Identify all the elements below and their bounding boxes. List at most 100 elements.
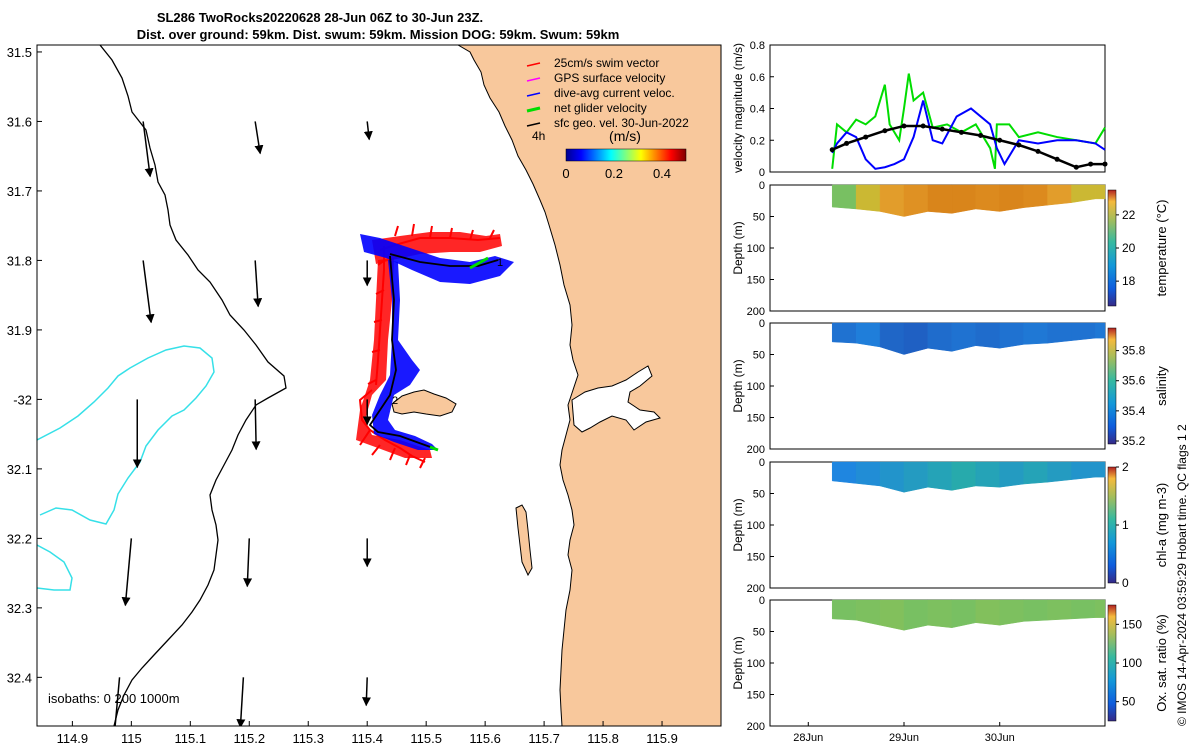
track-line bbox=[368, 253, 499, 450]
map-ytick-label: 31.7 bbox=[7, 184, 32, 199]
map-xtick-label: 115.2 bbox=[233, 731, 265, 746]
geo-vectors bbox=[114, 121, 373, 726]
heatmap-colorbar-tick-label: 18 bbox=[1122, 274, 1136, 288]
heatmap-ytick-label: 200 bbox=[747, 583, 765, 595]
heatmap-colorbar-tick-label: 35.4 bbox=[1122, 404, 1146, 418]
heatmap-cell bbox=[951, 599, 977, 629]
heatmap-ytick-label: 200 bbox=[747, 721, 765, 733]
map-panel: 1 2 114.9 115 115.1 115.2 115.3 115.4 115.5 115… bbox=[7, 44, 722, 746]
heatmap-cell bbox=[999, 461, 1024, 488]
colorbar-ticks: 0 0.2 0.4 bbox=[562, 166, 671, 181]
velocity-series-line bbox=[831, 124, 1105, 169]
colorbar-tick-label: 0 bbox=[562, 166, 569, 181]
heatmap-cell bbox=[903, 461, 929, 493]
heatmap-colorbar-tick-label: 35.8 bbox=[1122, 344, 1146, 358]
map-y-axis: 31.5 31.6 31.7 31.8 31.9 -32 32.1 32.2 32.3 32.4 bbox=[7, 45, 42, 685]
time-tick-label: 28Jun bbox=[793, 732, 823, 744]
heatmap-colorbar bbox=[1107, 466, 1117, 584]
geo-vector bbox=[254, 121, 264, 155]
map-xtick-label: 115.4 bbox=[351, 731, 383, 746]
legend-label: dive-avg current veloc. bbox=[554, 86, 675, 100]
legend-swatch bbox=[526, 77, 541, 82]
map-ytick-label: 32.1 bbox=[7, 462, 32, 477]
dac-band-2 bbox=[372, 260, 438, 450]
geo-vector bbox=[142, 121, 154, 178]
swan-river bbox=[571, 365, 661, 433]
legend-swatch bbox=[526, 106, 541, 113]
heatmap-colorbar-tick-label: 150 bbox=[1122, 617, 1142, 631]
heatmap-panel: 0 50 100 150 200 Depth (m) 35.2 35.4 35.6 35.8 sal… bbox=[731, 318, 1169, 456]
velocity-point bbox=[863, 134, 869, 140]
legend-swatch bbox=[526, 92, 541, 97]
isobath-200m bbox=[99, 45, 287, 726]
map-ytick-label: 32.3 bbox=[7, 601, 32, 616]
heatmap-ytick-label: 100 bbox=[747, 381, 765, 393]
heatmap-colorbar-tick-label: 0 bbox=[1122, 576, 1129, 590]
heatmap-ytick-label: 0 bbox=[759, 180, 765, 192]
garden-island bbox=[515, 504, 533, 577]
heatmap-cell bbox=[1023, 322, 1048, 345]
isobaths-label: isobaths: 0 200 1000m bbox=[48, 691, 180, 706]
map-xtick-label: 115.5 bbox=[410, 731, 442, 746]
velocity-point bbox=[1016, 142, 1022, 148]
map-x-axis: 114.9 115 115.1 115.2 115.3 115.4 115.5 115.6 11… bbox=[57, 721, 678, 746]
time-tick-label: 29Jun bbox=[889, 732, 919, 744]
geo-vector bbox=[251, 399, 261, 451]
heatmap-ytick-label: 200 bbox=[747, 444, 765, 456]
heatmap-cell bbox=[903, 599, 929, 631]
heatmap-colorbar-tick-label: 1 bbox=[1122, 518, 1129, 532]
velocity-series-line bbox=[831, 100, 1106, 170]
map-xtick-label: 115.6 bbox=[469, 731, 501, 746]
heatmap-cell bbox=[903, 184, 929, 217]
heatmap-colorbar bbox=[1107, 327, 1117, 445]
map-xtick-label: 115.3 bbox=[292, 731, 324, 746]
velocity-point bbox=[1102, 161, 1108, 167]
heatmap-ylabel: Depth (m) bbox=[731, 359, 745, 412]
geo-vector bbox=[361, 677, 371, 707]
geo-vector bbox=[243, 538, 253, 588]
heatmap-ytick-label: 200 bbox=[747, 306, 765, 318]
rottnest-island bbox=[391, 389, 457, 417]
heatmap-panel: 0 50 100 150 200 Depth (m) 50 100 150 Ox. sat. ra… bbox=[731, 595, 1169, 733]
legend-label: GPS surface velocity bbox=[554, 71, 665, 85]
velocity-point bbox=[920, 123, 926, 129]
land bbox=[457, 45, 721, 726]
heatmap-ytick-label: 50 bbox=[753, 350, 765, 362]
heatmap-ytick-label: 150 bbox=[747, 275, 765, 287]
geo-vector bbox=[121, 538, 133, 607]
velocity-point bbox=[997, 137, 1003, 143]
legend-swatch bbox=[526, 62, 541, 67]
heatmap-colorbar-tick-label: 2 bbox=[1122, 460, 1129, 474]
heatmap-cell bbox=[831, 461, 857, 484]
velocity-point bbox=[901, 123, 907, 129]
heatmap-ytick-label: 150 bbox=[747, 552, 765, 564]
geo-vector bbox=[236, 677, 246, 726]
heatmap-ytick-label: 150 bbox=[747, 690, 765, 702]
heatmap-colorbar-label: temperature (°C) bbox=[1154, 200, 1169, 297]
map-xtick-label: 115.1 bbox=[175, 731, 207, 746]
heatmap-cell bbox=[927, 322, 953, 352]
map-ytick-label: 31.6 bbox=[7, 114, 32, 129]
velocity-ytick-label: 0.2 bbox=[750, 135, 765, 147]
heatmap-cell bbox=[999, 322, 1024, 349]
heatmap-cell bbox=[831, 599, 857, 621]
heatmap-cell bbox=[1023, 599, 1048, 622]
map-xtick-label: 115.8 bbox=[587, 731, 619, 746]
map-xtick-label: 114.9 bbox=[57, 731, 89, 746]
velocity-ylabel: velocity magnitude (m/s) bbox=[731, 43, 745, 173]
heatmap-cell bbox=[927, 461, 953, 491]
heatmap-cell bbox=[831, 184, 857, 210]
map-ytick-label: -32 bbox=[13, 392, 32, 407]
heatmap-ytick-label: 150 bbox=[747, 413, 765, 425]
net-velocity-2 bbox=[429, 445, 439, 452]
dac-band bbox=[360, 234, 514, 284]
heatmap-cell bbox=[1095, 184, 1106, 200]
heatmap-cell bbox=[1023, 184, 1048, 208]
geo-vector bbox=[253, 260, 263, 308]
heatmap-ytick-label: 100 bbox=[747, 243, 765, 255]
heatmap-cell bbox=[855, 322, 881, 348]
time-axis: 28Jun 29Jun 30Jun bbox=[793, 722, 1015, 744]
heatmap-ylabel: Depth (m) bbox=[731, 636, 745, 689]
